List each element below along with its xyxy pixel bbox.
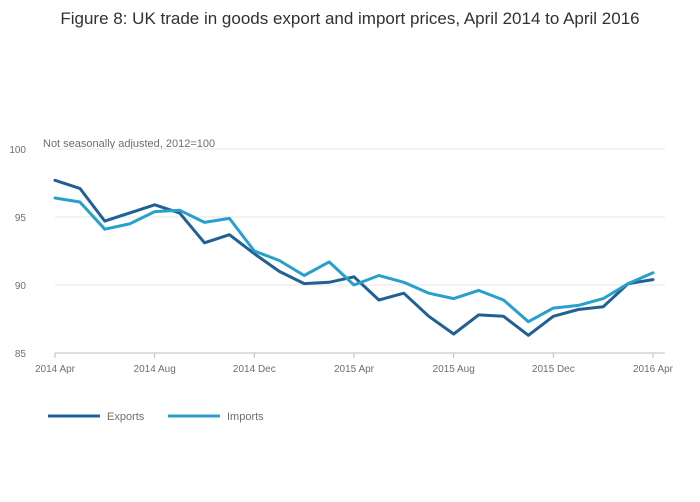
y-tick-label: 100 <box>9 145 26 156</box>
x-tick-label: 2016 Apr <box>633 364 674 375</box>
legend[interactable]: Exports Imports <box>48 411 264 423</box>
chart-title: Figure 8: UK trade in goods export and i… <box>60 9 640 28</box>
series-line-imports <box>53 196 655 324</box>
gridlines <box>55 148 665 354</box>
legend-item-imports[interactable]: Imports <box>168 411 264 423</box>
x-tick-label: 2014 Apr <box>35 364 76 375</box>
x-tick-label: 2015 Dec <box>532 364 575 375</box>
x-tick-label: 2015 Aug <box>433 364 475 375</box>
x-tick-label: 2015 Apr <box>334 364 375 375</box>
y-tick-label: 95 <box>15 213 27 224</box>
series-lines <box>53 178 655 337</box>
y-tick-label: 90 <box>15 281 27 292</box>
y-tick-label: 85 <box>15 349 27 360</box>
chart-subtitle: Not seasonally adjusted, 2012=100 <box>43 138 215 150</box>
series-line-exports <box>53 178 655 337</box>
x-tick-label: 2014 Dec <box>233 364 276 375</box>
legend-label: Imports <box>227 411 264 423</box>
legend-label: Exports <box>107 411 145 423</box>
x-axis: 2014 Apr 2014 Aug 2014 Dec 2015 Apr 2015 Aug… <box>35 353 674 375</box>
x-tick-label: 2014 Aug <box>134 364 176 375</box>
y-axis: 85 90 95 100 <box>9 145 26 360</box>
legend-item-exports[interactable]: Exports <box>48 411 145 423</box>
